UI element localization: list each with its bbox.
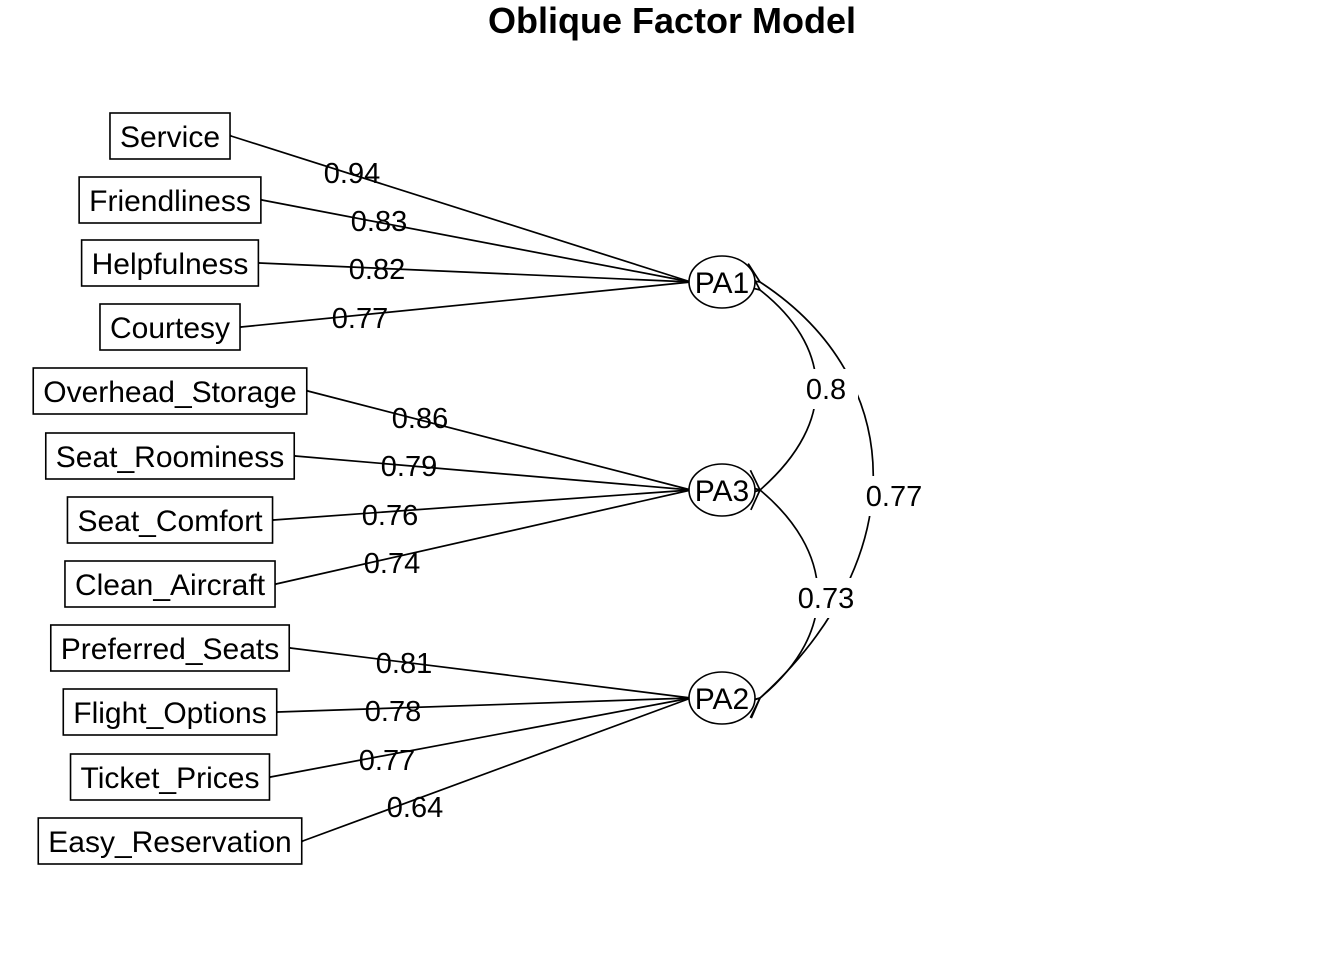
variable-label-ticket-prices: Ticket_Prices <box>81 762 260 795</box>
loading-arrow-service <box>231 136 692 283</box>
correlation-label-backing <box>862 476 926 516</box>
diagram-title: Oblique Factor Model <box>488 0 856 41</box>
variable-label-service: Service <box>120 121 220 154</box>
labels-layer: Service 0.94 Friendliness 0.83 Helpfulness 0.… <box>43 121 926 859</box>
factor-label-pa3: PA3 <box>695 475 749 508</box>
variable-box-overhead-storage <box>32 367 308 415</box>
correlation-label-backing <box>794 369 858 409</box>
factor-node-pa2 <box>688 671 756 725</box>
variable-label-courtesy: Courtesy <box>110 312 230 345</box>
variable-box-clean-aircraft <box>64 560 276 608</box>
loading-arrow-ticket-prices <box>270 697 692 777</box>
variable-box-friendliness <box>78 176 262 224</box>
loading-arrow-helpfulness <box>259 263 692 283</box>
variable-label-seat-roominess: Seat_Roominess <box>56 441 284 474</box>
variable-box-seat-comfort <box>66 496 274 544</box>
loading-value-service: 0.94 <box>324 158 380 190</box>
factor-node-pa3 <box>688 463 756 517</box>
loading-arrow-courtesy <box>241 281 692 327</box>
variable-label-clean-aircraft: Clean_Aircraft <box>75 569 266 602</box>
correlation-arc-pa1-pa2 <box>760 282 875 698</box>
loading-arrow-flight-options <box>278 697 692 712</box>
variable-label-overhead-storage: Overhead_Storage <box>43 376 297 409</box>
loading-arrow-seat-comfort <box>274 489 692 520</box>
loading-value-flight-options: 0.78 <box>365 696 421 728</box>
variable-label-seat-comfort: Seat_Comfort <box>77 505 263 538</box>
loading-arrow-preferred-seats <box>290 648 692 699</box>
loading-value-easy-reservation: 0.64 <box>387 792 443 824</box>
correlation-value-pa1-pa2: 0.77 <box>866 481 922 513</box>
variable-label-flight-options: Flight_Options <box>73 697 266 730</box>
loading-arrow-clean-aircraft <box>276 489 692 584</box>
variable-box-courtesy <box>99 303 241 351</box>
loading-value-seat-comfort: 0.76 <box>362 500 418 532</box>
loading-arrow-easy-reservation <box>303 697 692 841</box>
loading-value-clean-aircraft: 0.74 <box>364 548 420 580</box>
factor-label-pa1: PA1 <box>695 267 749 300</box>
variable-label-helpfulness: Helpfulness <box>92 248 249 281</box>
variable-label-friendliness: Friendliness <box>89 185 251 218</box>
variable-label-preferred-seats: Preferred_Seats <box>61 633 279 666</box>
variable-box-service <box>109 112 231 160</box>
factor-label-pa2: PA2 <box>695 683 749 716</box>
loading-value-courtesy: 0.77 <box>332 303 388 335</box>
loading-value-ticket-prices: 0.77 <box>359 745 415 777</box>
correlation-value-pa3-pa2: 0.73 <box>798 583 854 615</box>
variable-box-preferred-seats <box>49 624 291 672</box>
variable-label-easy-reservation: Easy_Reservation <box>48 826 291 859</box>
loading-value-preferred-seats: 0.81 <box>376 648 432 680</box>
variable-box-flight-options <box>62 688 278 736</box>
correlation-label-backing <box>794 578 858 618</box>
loading-arrow-friendliness <box>262 200 692 283</box>
variable-box-helpfulness <box>80 239 260 287</box>
nodes-layer <box>32 112 756 865</box>
loading-value-helpfulness: 0.82 <box>349 254 405 286</box>
variable-box-ticket-prices <box>69 753 271 801</box>
loading-value-overhead-storage: 0.86 <box>392 403 448 435</box>
edges-layer <box>231 136 875 841</box>
correlation-value-pa1-pa3: 0.8 <box>806 374 846 406</box>
variable-box-easy-reservation <box>37 817 303 865</box>
factor-node-pa1 <box>688 255 756 309</box>
loading-arrow-overhead-storage <box>308 391 692 491</box>
loading-value-seat-roominess: 0.79 <box>381 451 437 483</box>
variable-box-seat-roominess <box>44 432 296 480</box>
loading-arrow-seat-roominess <box>295 456 692 491</box>
loading-value-friendliness: 0.83 <box>351 206 407 238</box>
